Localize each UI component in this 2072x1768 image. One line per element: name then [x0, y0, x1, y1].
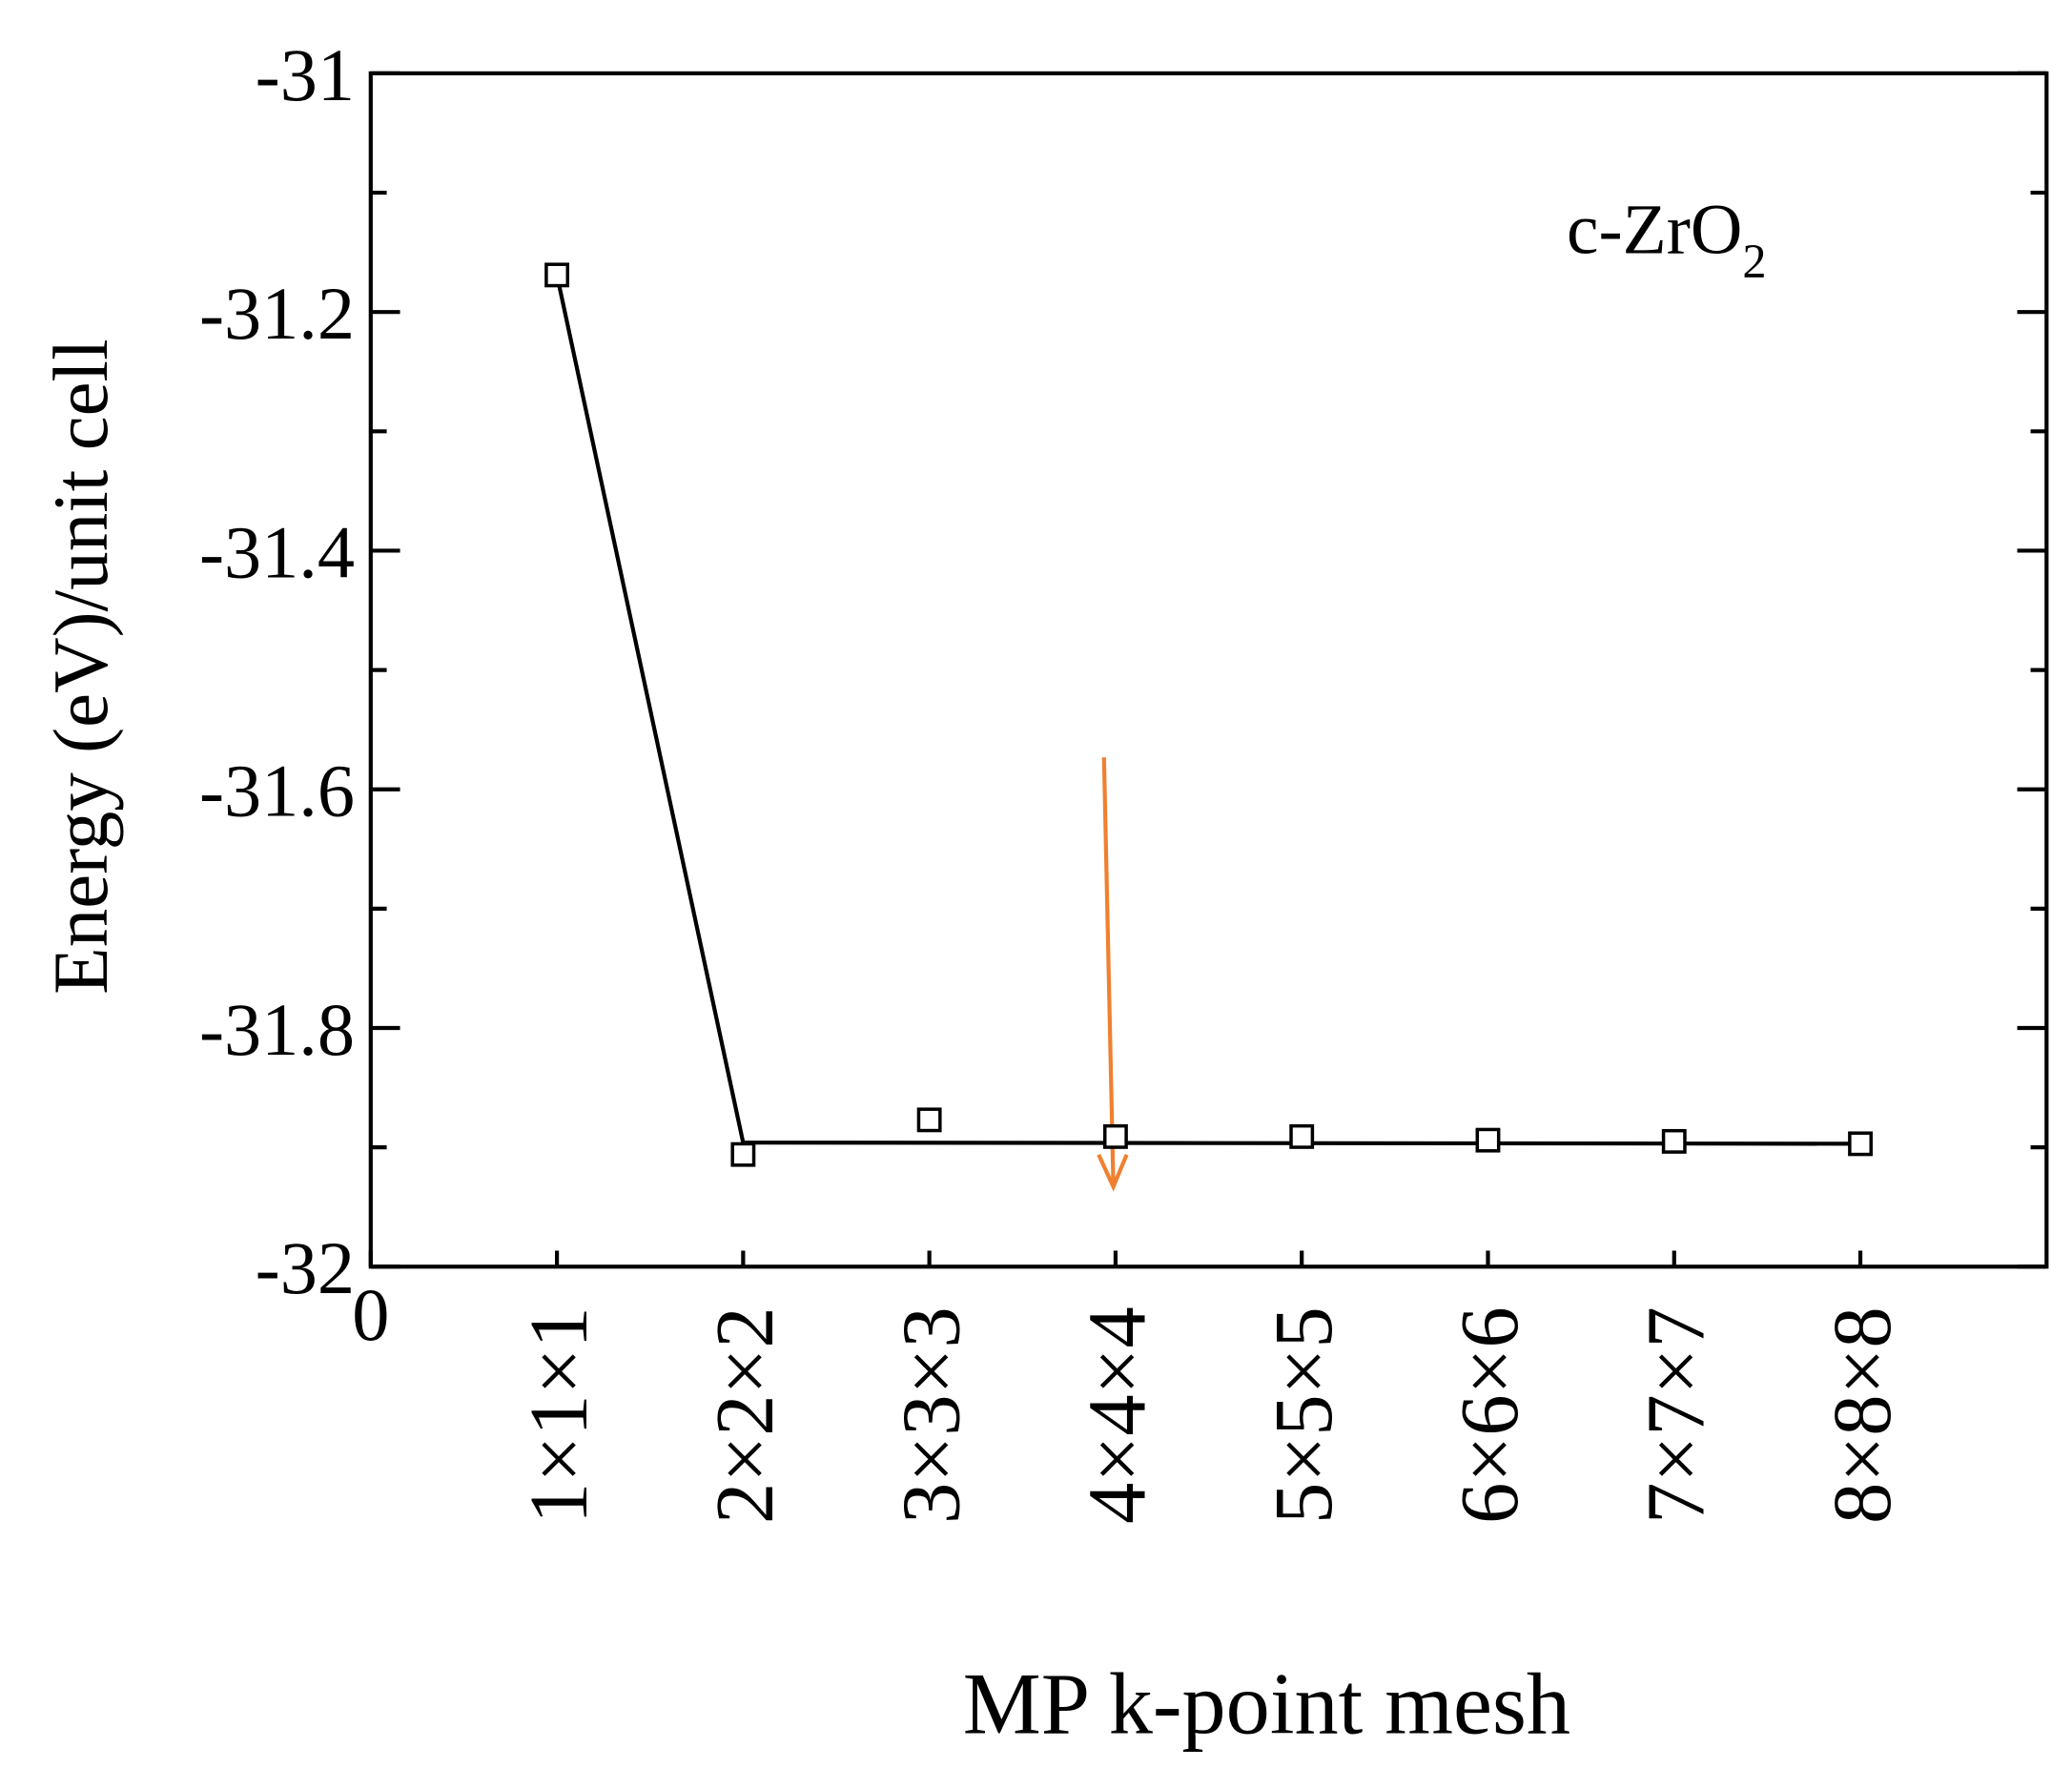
marker — [1289, 1123, 1315, 1149]
series-line — [555, 274, 1861, 1146]
y-tick-label: -32 — [256, 1226, 355, 1309]
x-tick-label: 3×3×3 — [885, 1306, 976, 1524]
arrow-head — [1097, 1153, 1129, 1192]
marker — [1475, 1127, 1501, 1153]
arrow — [1097, 757, 1129, 1192]
y-tick-label: -31.8 — [199, 988, 355, 1071]
annotation-text: c-ZrO — [1567, 191, 1742, 270]
arrow-shaft — [1101, 757, 1116, 1184]
annotation-subscript: 2 — [1742, 235, 1766, 288]
y-tick-label: -31.4 — [199, 510, 355, 593]
x-tick-label: 1×1×1 — [513, 1306, 605, 1524]
x-tick-label: 2×2×2 — [699, 1306, 790, 1524]
x-tick-label: 0 — [352, 1273, 389, 1356]
marker — [1848, 1131, 1873, 1157]
marker — [544, 262, 570, 288]
marker — [730, 1141, 756, 1167]
x-tick-label: 6×6×6 — [1444, 1306, 1535, 1524]
marker — [916, 1107, 942, 1133]
plot-frame — [368, 71, 2049, 1269]
x-tick-label: 5×5×5 — [1258, 1306, 1349, 1524]
x-tick-label: 7×7×7 — [1631, 1306, 1722, 1524]
marker — [1102, 1123, 1128, 1149]
y-tick-label: -31 — [256, 33, 355, 116]
x-axis-label: MP k-point mesh — [963, 1655, 1570, 1753]
y-tick-label: -31.2 — [199, 272, 355, 355]
y-tick-label: -31.6 — [199, 750, 355, 833]
marker — [1661, 1128, 1687, 1154]
y-axis-label: Energy (eV)/unit cell — [38, 339, 124, 994]
x-tick-label: 8×8×8 — [1816, 1306, 1908, 1524]
x-tick-label: 4×4×4 — [1072, 1306, 1163, 1524]
annotation: c-ZrO2 — [1567, 191, 1767, 288]
